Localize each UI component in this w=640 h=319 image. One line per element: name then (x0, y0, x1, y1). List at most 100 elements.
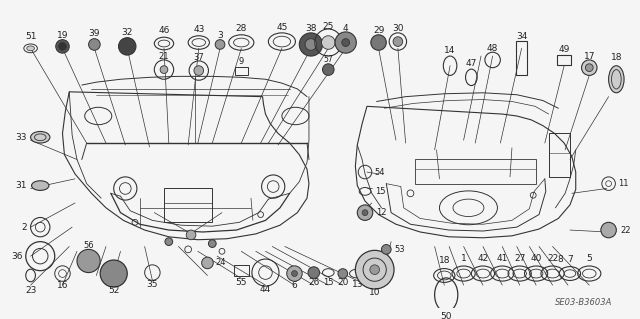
Circle shape (308, 267, 319, 278)
Circle shape (381, 245, 391, 254)
Text: 2: 2 (21, 223, 27, 232)
Text: 15: 15 (323, 278, 333, 287)
Circle shape (305, 39, 317, 50)
Circle shape (194, 66, 204, 75)
Text: 38: 38 (305, 25, 317, 33)
Text: 57: 57 (323, 56, 333, 64)
Circle shape (300, 33, 323, 56)
Text: 5: 5 (586, 254, 592, 263)
Text: 14: 14 (444, 46, 456, 55)
Text: 18: 18 (611, 54, 622, 63)
Text: 29: 29 (373, 26, 384, 35)
Circle shape (357, 205, 372, 220)
Bar (234, 67, 248, 75)
Text: 46: 46 (158, 26, 170, 35)
Text: 27: 27 (514, 254, 525, 263)
Text: 22: 22 (620, 226, 630, 234)
Text: 12: 12 (376, 208, 386, 217)
Text: 52: 52 (108, 286, 120, 295)
Text: 48: 48 (487, 44, 499, 53)
Circle shape (118, 38, 136, 55)
Circle shape (323, 64, 334, 75)
Circle shape (335, 32, 356, 53)
Text: 32: 32 (122, 28, 133, 37)
Text: 24: 24 (215, 258, 226, 267)
Circle shape (321, 36, 335, 49)
Circle shape (160, 66, 168, 73)
Text: 40: 40 (531, 254, 542, 263)
Circle shape (202, 257, 213, 269)
Text: 9: 9 (239, 57, 244, 66)
Text: 43: 43 (193, 26, 204, 34)
Bar (548, 133, 570, 177)
Circle shape (77, 249, 100, 272)
Text: 34: 34 (516, 32, 527, 41)
Text: 55: 55 (236, 278, 247, 287)
Text: 42: 42 (477, 254, 488, 263)
Text: 49: 49 (559, 45, 570, 54)
Circle shape (215, 40, 225, 49)
Ellipse shape (31, 131, 50, 143)
Circle shape (393, 37, 403, 46)
Text: 51: 51 (25, 32, 36, 41)
Circle shape (582, 60, 597, 75)
Text: 3: 3 (217, 31, 223, 40)
Circle shape (88, 39, 100, 50)
Text: 23: 23 (25, 286, 36, 295)
Text: 53: 53 (394, 245, 404, 254)
Text: 56: 56 (83, 241, 94, 250)
Text: SE03-B3603A: SE03-B3603A (556, 298, 613, 307)
Circle shape (338, 269, 348, 278)
Text: 33: 33 (15, 133, 27, 142)
Circle shape (186, 230, 196, 240)
Text: 50: 50 (440, 312, 452, 319)
Text: 6: 6 (292, 281, 298, 290)
Bar (415, 160, 536, 184)
Text: 4: 4 (343, 24, 349, 33)
Text: 1: 1 (461, 254, 467, 263)
Text: 16: 16 (57, 281, 68, 290)
Text: 54: 54 (374, 167, 385, 176)
Text: 35: 35 (147, 280, 158, 289)
Text: 39: 39 (88, 29, 100, 38)
Circle shape (601, 222, 616, 238)
Circle shape (100, 260, 127, 287)
Text: 15: 15 (374, 187, 385, 196)
Circle shape (586, 64, 593, 71)
Circle shape (56, 40, 69, 53)
Text: 37: 37 (193, 53, 204, 62)
Text: 18: 18 (438, 256, 450, 265)
Text: 44: 44 (260, 286, 271, 294)
Text: 19: 19 (57, 31, 68, 40)
Circle shape (370, 265, 380, 275)
Text: 41: 41 (497, 254, 508, 263)
Bar (234, 265, 249, 277)
Circle shape (59, 42, 67, 50)
Bar (516, 41, 527, 75)
Text: 26: 26 (308, 278, 319, 287)
Text: 13: 13 (351, 280, 363, 289)
Text: 45: 45 (276, 23, 287, 32)
Text: 25: 25 (323, 22, 334, 31)
Circle shape (342, 39, 349, 46)
Text: 20: 20 (337, 278, 349, 287)
Text: 22: 22 (547, 254, 558, 263)
Text: 8: 8 (557, 255, 563, 263)
Text: 7: 7 (567, 255, 573, 263)
Text: 31: 31 (15, 181, 27, 190)
Ellipse shape (27, 46, 35, 51)
Text: 47: 47 (466, 59, 477, 68)
Text: 10: 10 (369, 288, 380, 297)
Ellipse shape (31, 181, 49, 190)
Circle shape (362, 210, 368, 216)
Bar (164, 189, 212, 222)
Circle shape (355, 250, 394, 289)
Ellipse shape (609, 66, 624, 93)
Text: 11: 11 (618, 179, 628, 188)
Text: 36: 36 (12, 252, 23, 261)
Circle shape (371, 35, 387, 50)
Bar (557, 55, 571, 65)
Circle shape (165, 238, 173, 246)
Circle shape (209, 240, 216, 248)
Circle shape (292, 271, 298, 277)
